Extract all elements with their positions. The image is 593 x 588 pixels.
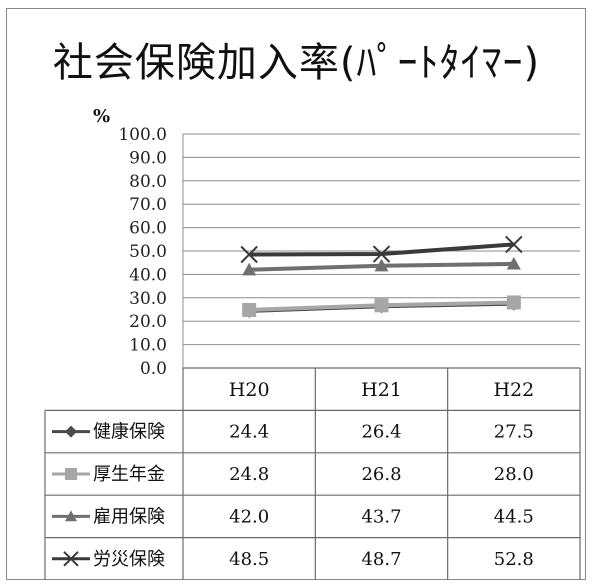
y-tick-label: 60.0: [129, 219, 167, 239]
legend-marker: [63, 551, 79, 567]
data-label: 43.7: [361, 506, 401, 527]
x-category-label: H21: [361, 379, 402, 401]
data-label: 26.8: [361, 464, 401, 485]
data-label: 28.0: [494, 464, 534, 485]
chart-title: 社会保険加入率(ﾊﾟｰﾄﾀｲﾏｰ): [52, 40, 541, 86]
data-point: [242, 302, 257, 317]
legend-marker: [65, 510, 77, 522]
data-label: 48.5: [229, 549, 269, 570]
y-tick-label: 0.0: [140, 359, 167, 379]
data-label: 44.5: [494, 506, 534, 527]
legend-marker: [65, 468, 77, 480]
x-category-label: H22: [493, 379, 534, 401]
y-tick-label: 10.0: [129, 336, 167, 356]
data-label: 24.4: [229, 422, 269, 443]
data-point: [506, 256, 521, 270]
data-point: [242, 262, 257, 276]
chart-frame: [6, 8, 586, 580]
y-tick-label: 20.0: [129, 312, 167, 332]
y-tick-label: 100.0: [118, 125, 167, 145]
y-tick-label: 90.0: [129, 148, 167, 168]
data-label: 42.0: [229, 506, 269, 527]
legend-label: 健康保険: [93, 422, 165, 443]
data-point: [374, 298, 389, 313]
data-point: [505, 235, 523, 254]
y-axis-unit: %: [93, 106, 110, 127]
y-tick-label: 50.0: [129, 242, 167, 262]
data-point: [240, 245, 258, 264]
data-label: 48.7: [361, 549, 401, 570]
data-point: [374, 258, 389, 272]
legend-label: 労災保険: [93, 549, 165, 570]
data-label: 27.5: [494, 422, 534, 443]
legend-marker: [65, 425, 77, 438]
data-label: 24.8: [229, 464, 269, 485]
data-label: 52.8: [494, 549, 534, 570]
data-point: [372, 245, 391, 263]
y-tick-label: 70.0: [129, 195, 167, 215]
data-label: 26.4: [361, 422, 401, 443]
legend-label: 雇用保険: [93, 506, 165, 527]
y-tick-label: 30.0: [129, 289, 167, 309]
y-tick-label: 40.0: [129, 265, 167, 285]
legend-label: 厚生年金: [93, 464, 165, 485]
data-point: [506, 295, 521, 310]
y-tick-label: 80.0: [129, 172, 167, 192]
x-category-label: H20: [229, 379, 270, 401]
